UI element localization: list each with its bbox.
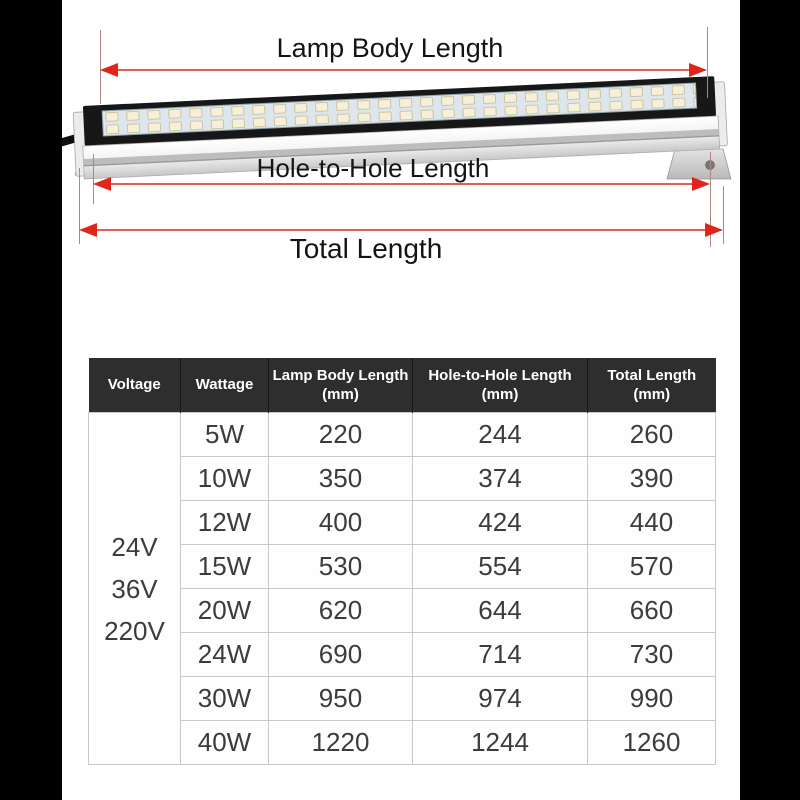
lamp-body-length-cell: 690	[268, 632, 413, 677]
wattage-cell: 40W	[180, 720, 269, 765]
lamp-body-length-dimension: Lamp Body Length	[100, 27, 708, 104]
right-arrowhead-icon	[689, 63, 707, 77]
col-header-total-length: Total Length (mm)	[587, 358, 716, 413]
spec-table-header: Voltage Wattage Lamp Body Length (mm) Ho…	[88, 358, 716, 413]
lamp-body-length-cell: 530	[268, 544, 413, 589]
hole-to-hole-cell: 1244	[412, 720, 588, 765]
right-arrowhead-icon	[705, 223, 723, 237]
total-length-cell: 570	[587, 544, 716, 589]
lamp-dimension-diagram: Lamp Body Length Hole-to-Hole Length Tot…	[23, 27, 732, 264]
total-length-dimension: Total Length	[79, 168, 724, 264]
voltage-cell: 24V 36V 220V	[88, 412, 181, 765]
right-mounting-foot	[666, 148, 732, 180]
col-header-hole-to-hole-length: Hole-to-Hole Length (mm)	[412, 358, 588, 413]
table-row: 24W 690 714 730	[89, 632, 716, 677]
total-length-cell: 1260	[587, 720, 716, 765]
total-length-cell: 390	[587, 456, 716, 501]
hole-to-hole-cell: 424	[412, 500, 588, 545]
hole-to-hole-cell: 644	[412, 588, 588, 633]
wattage-cell: 20W	[180, 588, 269, 633]
table-row: 40W 1220 1244 1260	[89, 720, 716, 765]
table-row: 15W 530 554 570	[89, 544, 716, 589]
total-length-cell: 730	[587, 632, 716, 677]
total-length-cell: 440	[587, 500, 716, 545]
voltage-option: 220V	[104, 615, 165, 646]
table-row: 12W 400 424 440	[89, 500, 716, 545]
lamp-body-length-cell: 620	[268, 588, 413, 633]
table-row: 24V 36V 220V 5W 220 244 260	[88, 412, 716, 765]
col-header-lamp-body-length: Lamp Body Length (mm)	[268, 358, 413, 413]
led-strip	[101, 82, 698, 137]
voltage-option: 36V	[111, 573, 158, 604]
voltage-option: 24V	[111, 531, 158, 562]
col-header-voltage: Voltage	[88, 358, 181, 413]
lamp-body-length-cell: 350	[268, 456, 413, 501]
header-title: Wattage	[195, 376, 254, 394]
total-length-cell: 990	[587, 676, 716, 721]
hole-to-hole-cell: 244	[412, 412, 588, 457]
right-letterbox-bar	[740, 0, 800, 800]
left-letterbox-bar	[0, 0, 62, 800]
lamp-body-length-cell: 1220	[268, 720, 413, 765]
wattage-cell: 10W	[180, 456, 269, 501]
wattage-cell: 30W	[180, 676, 269, 721]
lamp-body-length-cell: 400	[268, 500, 413, 545]
header-unit: (mm)	[633, 386, 671, 403]
header-title: Hole-to-Hole Length	[428, 366, 572, 384]
lamp-body-length-cell: 220	[268, 412, 413, 457]
header-row: Voltage Wattage Lamp Body Length (mm) Ho…	[88, 358, 716, 413]
hole-to-hole-cell: 374	[412, 456, 588, 501]
left-arrowhead-icon	[79, 223, 97, 237]
total-length-cell: 260	[587, 412, 716, 457]
hole-to-hole-dimension: Hole-to-Hole Length	[93, 152, 711, 247]
wattage-cell: 12W	[180, 500, 269, 545]
body-groove	[83, 128, 719, 165]
total-length-cell: 660	[587, 588, 716, 633]
lamp-body-length-cell: 950	[268, 676, 413, 721]
col-header-wattage: Wattage	[180, 358, 269, 413]
body-groove-line	[83, 134, 720, 167]
hole-to-hole-length-label: Hole-to-Hole Length	[257, 153, 490, 183]
header-unit: (mm)	[481, 386, 519, 403]
right-arrowhead-icon	[692, 177, 710, 191]
left-arrowhead-icon	[100, 63, 118, 77]
header-title: Voltage	[107, 376, 161, 394]
header-title: Total Length	[607, 366, 697, 384]
table-row: 30W 950 974 990	[89, 676, 716, 721]
header-unit: (mm)	[322, 386, 359, 403]
left-arrowhead-icon	[93, 177, 111, 191]
lamp-photo	[23, 76, 728, 180]
header-title: Lamp Body Length	[272, 366, 409, 384]
wattage-cell: 24W	[180, 632, 269, 677]
total-length-label: Total Length	[290, 233, 443, 264]
hole-to-hole-cell: 714	[412, 632, 588, 677]
lamp-body-length-label: Lamp Body Length	[277, 33, 504, 63]
table-row: 10W 350 374 390	[89, 456, 716, 501]
spec-table: Voltage Wattage Lamp Body Length (mm) Ho…	[88, 358, 716, 765]
wattage-cell: 15W	[180, 544, 269, 589]
table-row: 20W 620 644 660	[89, 588, 716, 633]
wattage-cell: 5W	[180, 412, 269, 457]
hole-to-hole-cell: 974	[412, 676, 588, 721]
hole-to-hole-cell: 554	[412, 544, 588, 589]
